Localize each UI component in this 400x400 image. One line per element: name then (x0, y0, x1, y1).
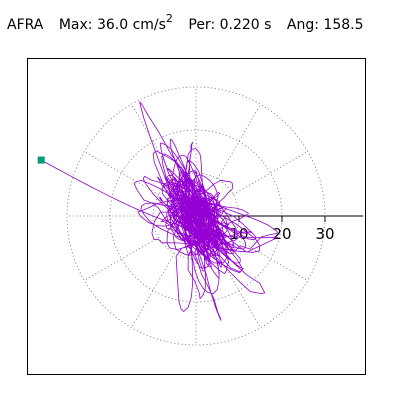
ang-value: 158.5 (323, 17, 364, 33)
station-name: AFRA (7, 17, 44, 33)
start-marker-group (37, 156, 45, 164)
grid-spoke-300 (217, 253, 261, 328)
motion-trace (41, 101, 279, 321)
per-label: Per: (188, 17, 216, 33)
tick-label-30: 30 (315, 225, 334, 243)
ang-label: Ang: (286, 17, 319, 33)
max-unit-exponent: 2 (165, 12, 173, 25)
plot-header: AFRA Max: 36.0 cm/s2 Per: 0.220 s Ang: 1… (7, 12, 364, 39)
grid-spoke-210 (84, 237, 159, 281)
grid-spoke-330 (233, 237, 308, 281)
grid-spoke-60 (217, 104, 261, 179)
trace-path (41, 101, 279, 321)
grid-spoke-240 (131, 253, 175, 328)
max-value: 36.0 cm/s (96, 17, 166, 33)
start-marker (37, 156, 45, 164)
grid-spoke-30 (233, 151, 308, 195)
grid-spoke-150 (84, 151, 159, 195)
tick-label-20: 20 (272, 225, 291, 243)
grid-spoke-120 (131, 104, 175, 179)
max-label: Max: (58, 17, 93, 33)
per-value: 0.220 s (219, 17, 272, 33)
